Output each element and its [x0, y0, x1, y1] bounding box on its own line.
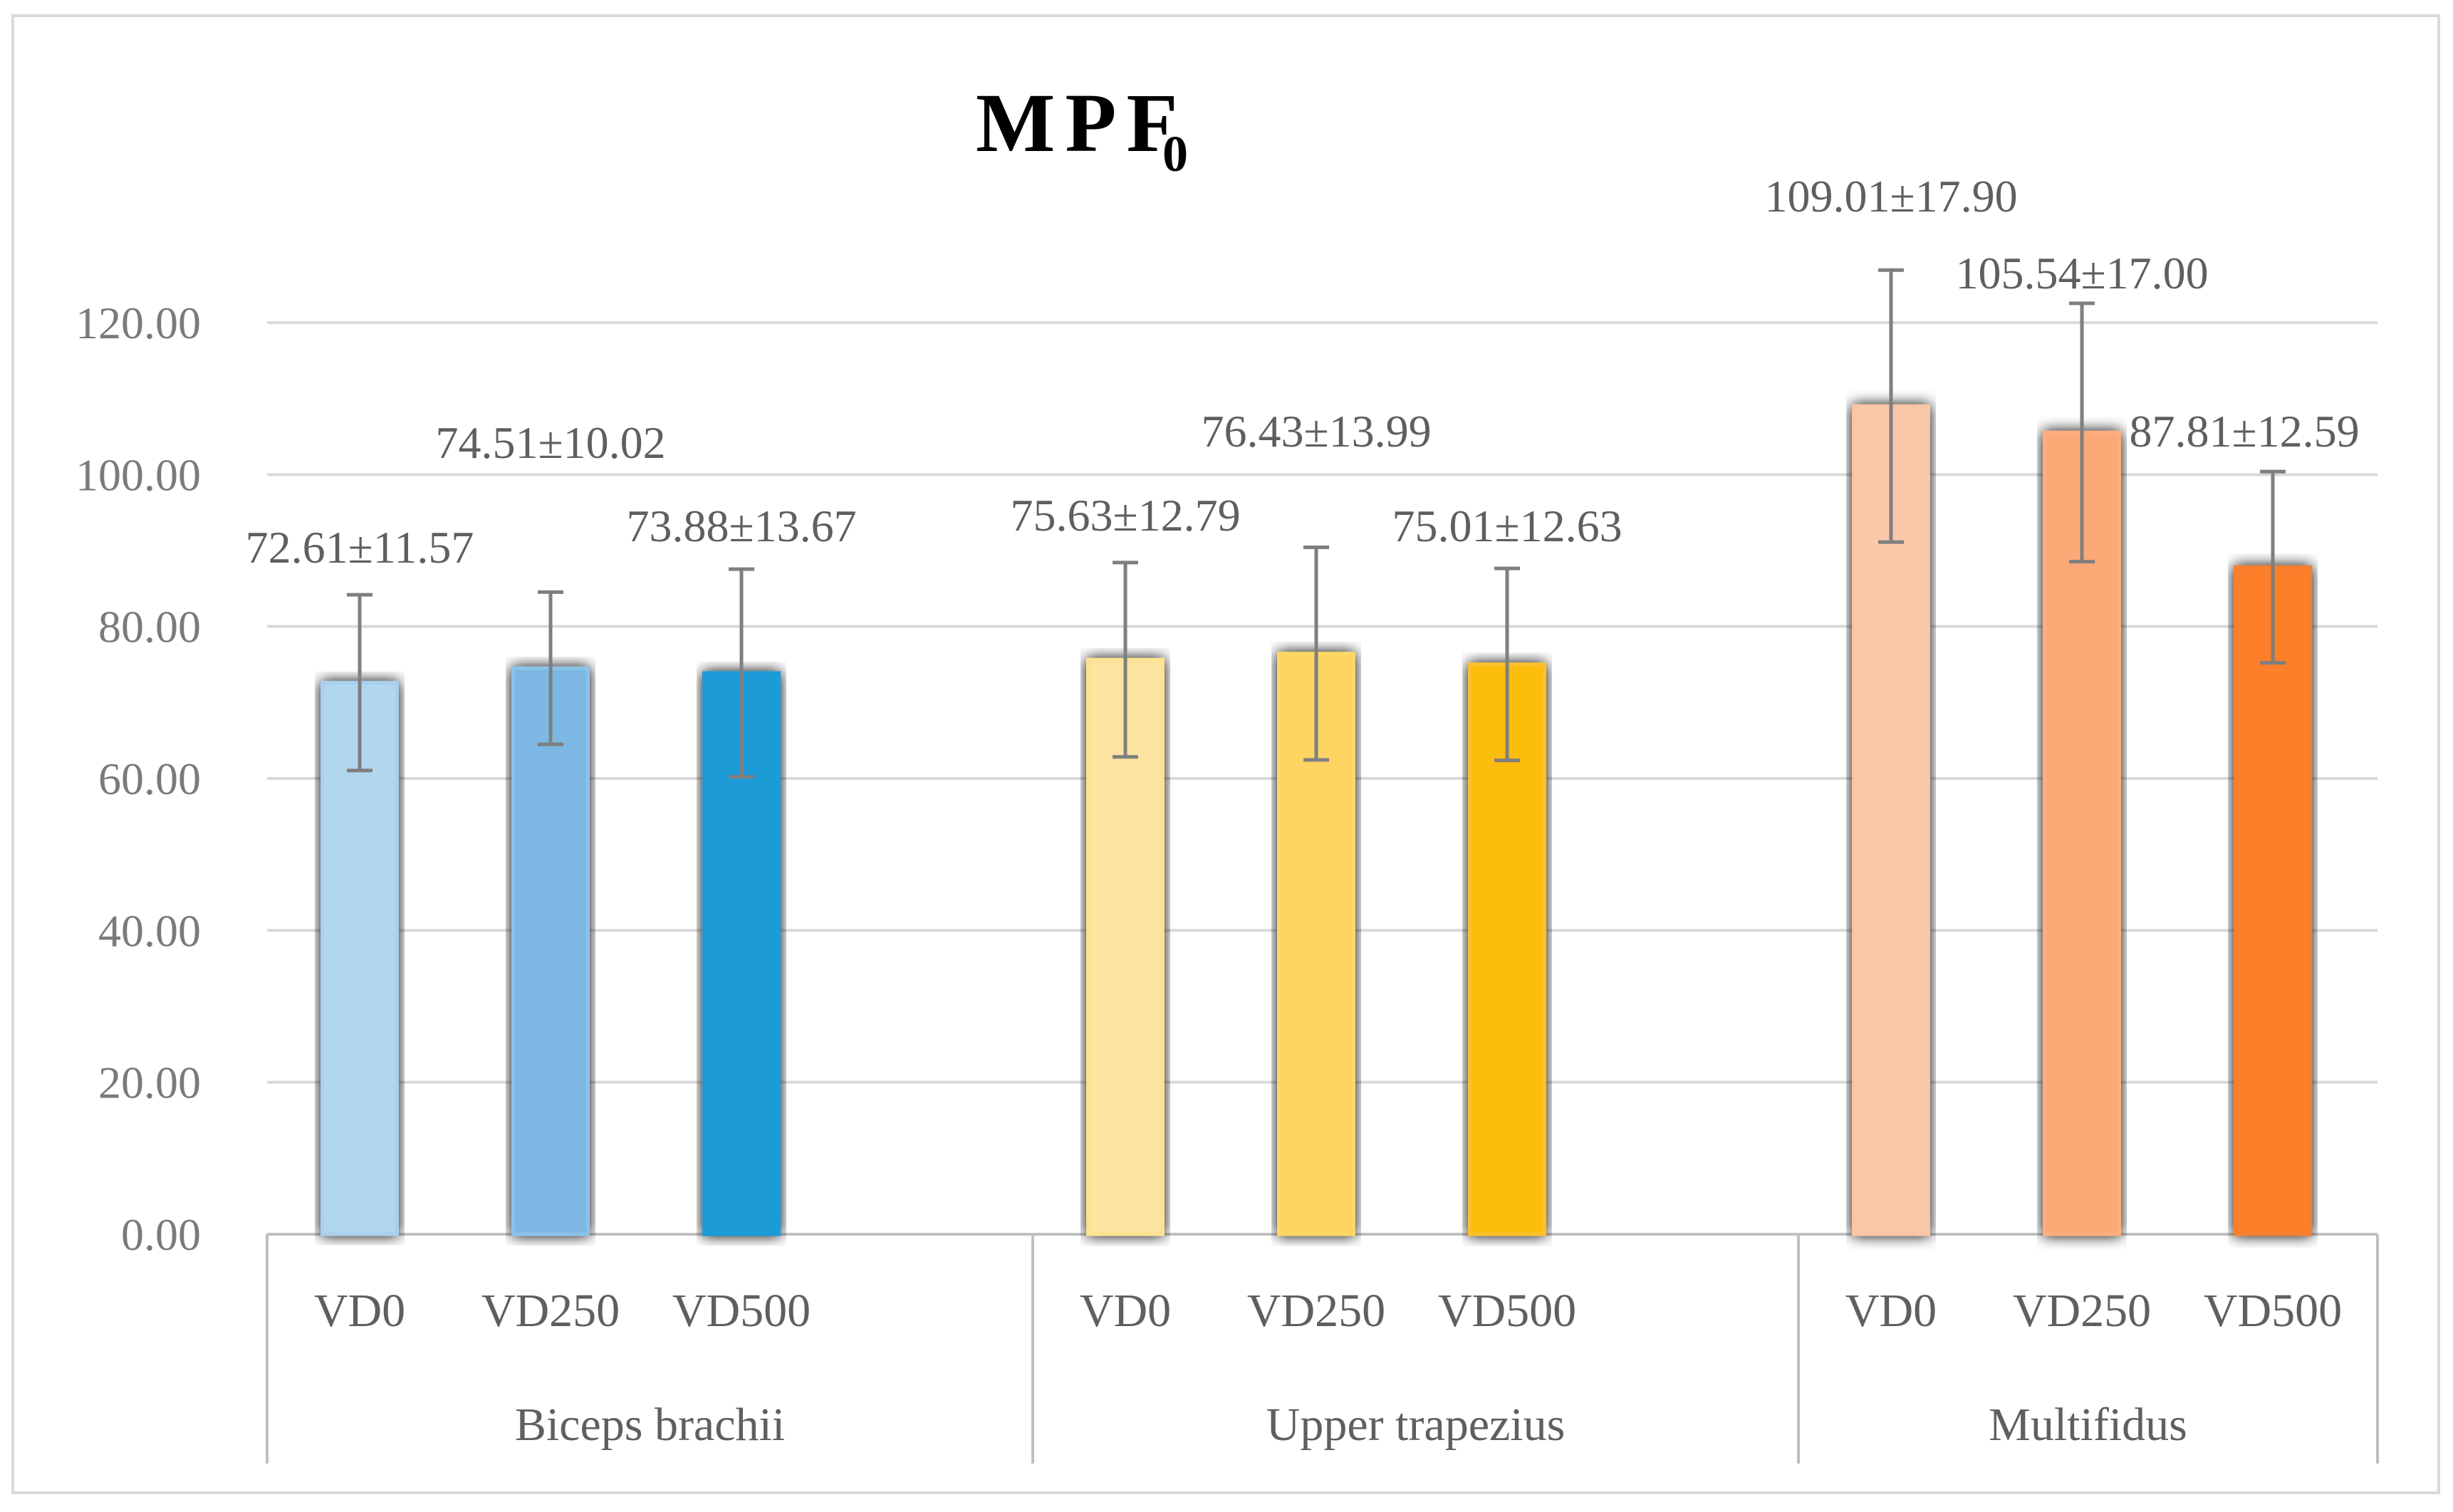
error-bars [347, 268, 2286, 779]
group-label: Biceps brachii [515, 1399, 785, 1451]
data-label: 75.01±12.63 [1392, 501, 1622, 551]
chart-title: MPF [976, 76, 1188, 170]
data-label: 74.51±10.02 [435, 417, 665, 468]
y-axis-ticks: 0.00 20.00 40.00 60.00 80.00 100.00 120.00 [75, 298, 201, 1260]
x-tick-label: VD0 [1845, 1285, 1937, 1337]
y-tick-label: 0.00 [121, 1209, 201, 1260]
category-axis: VD0 VD250 VD500 Biceps brachii VD0 VD250 VD500… [266, 1233, 2379, 1464]
bar [2234, 565, 2312, 1236]
x-tick-label: VD250 [2013, 1285, 2151, 1337]
chart-frame [11, 14, 2440, 1494]
x-tick-label: VD0 [314, 1285, 405, 1337]
data-label: 72.61±11.57 [246, 522, 474, 573]
data-label: 75.63±12.79 [1010, 490, 1240, 541]
data-label: 76.43±13.99 [1201, 406, 1431, 457]
group-label: Multifidus [1989, 1399, 2187, 1451]
y-tick-label: 40.00 [98, 905, 201, 956]
x-tick-label: VD250 [1247, 1285, 1385, 1337]
x-tick-label: VD500 [672, 1285, 811, 1337]
group-label: Upper trapezius [1266, 1399, 1566, 1451]
data-label: 109.01±17.90 [1764, 171, 2017, 221]
y-tick-label: 100.00 [75, 449, 201, 500]
bar [2043, 430, 2121, 1236]
y-tick-label: 60.00 [98, 754, 201, 804]
bars [321, 404, 2312, 1236]
y-tick-label: 80.00 [98, 602, 201, 652]
x-tick-label: VD0 [1080, 1285, 1171, 1337]
x-tick-label: VD500 [1438, 1285, 1576, 1337]
data-labels: 72.61±11.57 74.51±10.02 73.88±13.67 75.63±1… [246, 171, 2360, 573]
data-label: 87.81±12.59 [2129, 406, 2359, 457]
y-tick-label: 120.00 [75, 298, 201, 348]
chart-title-subscript: 0 [1162, 125, 1188, 182]
bar [321, 680, 399, 1236]
gridlines [267, 321, 2378, 1084]
chart-title-group: MPF 0 [976, 76, 1188, 182]
x-tick-label: VD500 [2204, 1285, 2342, 1337]
bar [511, 666, 590, 1236]
data-label: 73.88±13.67 [626, 501, 856, 551]
y-tick-label: 20.00 [98, 1058, 201, 1108]
x-tick-label: VD250 [481, 1285, 620, 1337]
data-label: 105.54±17.00 [1955, 248, 2208, 298]
